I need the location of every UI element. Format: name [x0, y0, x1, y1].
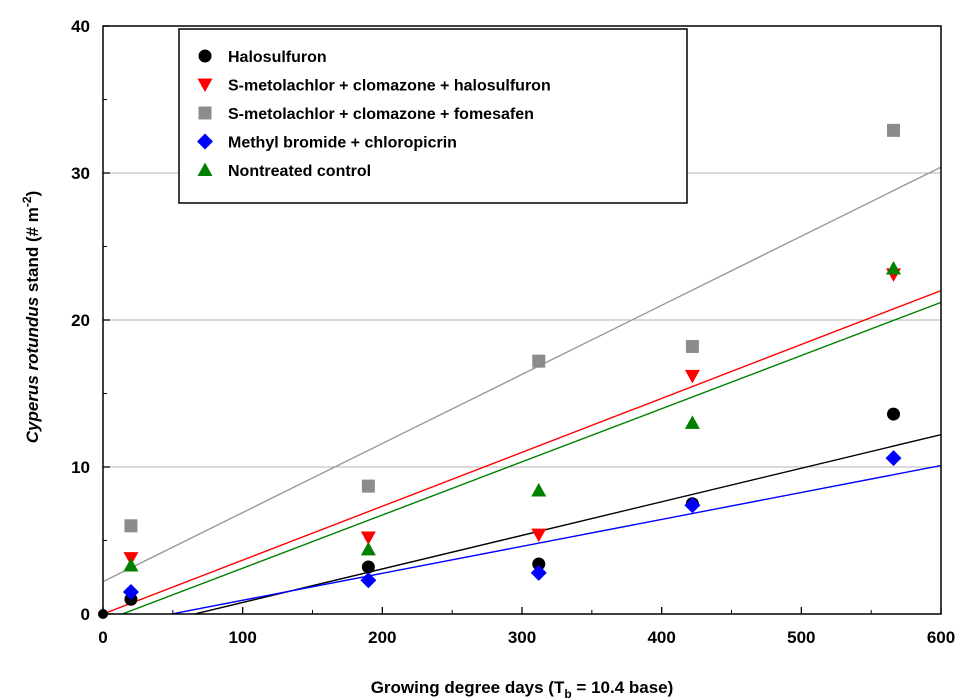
data-point: [685, 339, 699, 353]
y-tick-label: 0: [81, 605, 90, 624]
regression-line: [120, 301, 941, 614]
data-point: [684, 369, 700, 384]
legend-label: Methyl bromide + chloropicrin: [228, 135, 457, 152]
data-points: [98, 123, 902, 619]
data-point: [886, 261, 902, 275]
regression-line: [103, 166, 941, 583]
data-point: [123, 557, 139, 572]
data-point: [532, 557, 546, 571]
regression-lines: [103, 166, 941, 614]
x-tick-label: 300: [508, 628, 536, 647]
x-tick-label: 400: [647, 628, 675, 647]
regression-line: [167, 464, 941, 614]
regression-line: [191, 433, 941, 614]
x-tick-label: 0: [98, 628, 107, 647]
data-point: [530, 564, 547, 581]
legend-marker: [198, 106, 212, 120]
data-point: [122, 583, 139, 600]
legend: Halosulfuron S-metolachlor + clomazone + …: [178, 28, 688, 204]
data-point: [360, 572, 377, 589]
data-point: [684, 497, 701, 514]
data-point: [360, 541, 376, 556]
y-tick-label: 10: [71, 458, 90, 477]
legend-marker: [197, 162, 213, 176]
data-point: [124, 519, 138, 533]
regression-line: [103, 289, 941, 614]
x-tick-label: 500: [787, 628, 815, 647]
data-point: [361, 479, 375, 493]
data-point: [887, 407, 901, 421]
legend-marker: [197, 78, 213, 92]
data-point: [361, 560, 375, 574]
tick-labels: 0 100 200 300 400 500 600 0 10 20 30 40: [71, 17, 955, 647]
x-tick-label: 200: [368, 628, 396, 647]
axes: [102, 25, 942, 615]
data-point: [885, 450, 902, 467]
legend-label: S-metolachlor + clomazone + fomesafen: [228, 106, 534, 123]
y-tick-label: 30: [71, 164, 90, 183]
data-point: [531, 528, 547, 543]
legend-label: Nontreated control: [228, 163, 371, 180]
legend-label: Halosulfuron: [228, 49, 327, 66]
x-tick-label: 600: [927, 628, 955, 647]
legend-marker: [198, 49, 212, 63]
data-point: [532, 354, 546, 368]
data-point: [531, 483, 547, 497]
y-tick-label: 40: [71, 17, 90, 36]
data-point: [684, 415, 700, 429]
grid-lines: [103, 172, 941, 468]
x-axis-title: Growing degree days (Tb = 10.4 base): [371, 678, 674, 698]
data-point: [360, 531, 376, 546]
legend-label: S-metolachlor + clomazone + halosulfuron: [228, 78, 551, 95]
y-axis-title: Cyperus rotundus stand (# m-2): [20, 191, 42, 444]
legend-marker: [197, 133, 213, 150]
data-point: [887, 123, 901, 137]
legend-box: [178, 28, 688, 204]
x-tick-label: 100: [228, 628, 256, 647]
y-tick-label: 20: [71, 311, 90, 330]
